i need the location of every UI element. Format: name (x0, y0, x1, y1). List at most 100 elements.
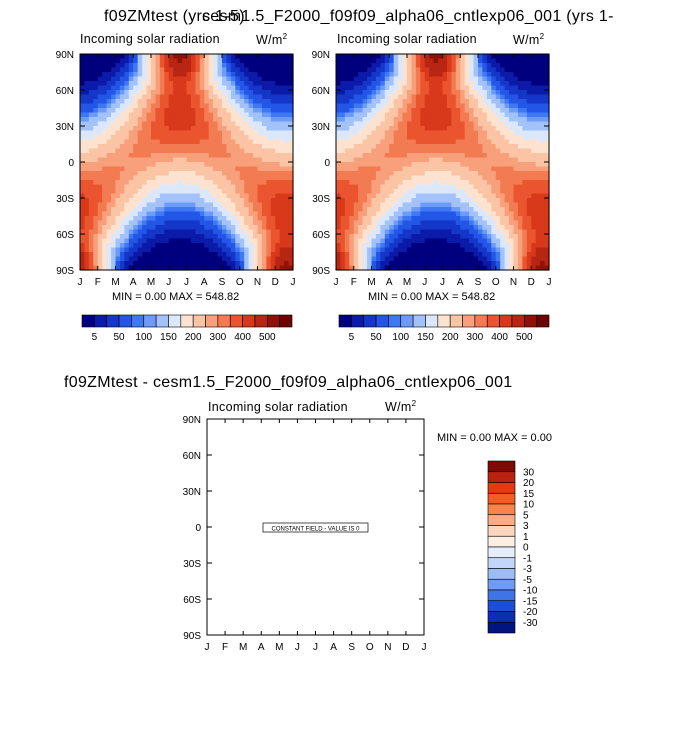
heat-cell (371, 193, 377, 199)
heat-cell (486, 243, 492, 249)
heat-cell (460, 175, 466, 181)
heat-cell (275, 126, 281, 132)
heat-cell (133, 193, 139, 199)
heat-cell (482, 225, 488, 231)
heat-cell (151, 180, 157, 186)
heat-cell (182, 211, 188, 217)
heat-cell (244, 198, 250, 204)
heat-cell (266, 216, 272, 222)
heat-cell (495, 184, 501, 190)
heat-cell (517, 81, 523, 87)
heat-cell (446, 211, 452, 217)
heat-cell (411, 220, 417, 226)
heat-cell (146, 189, 152, 195)
heat-cell (159, 72, 165, 78)
heat-cell (230, 148, 236, 154)
x-tick-label: M (111, 277, 119, 288)
heat-cell (115, 171, 121, 177)
heat-cell (222, 103, 228, 109)
heat-cell (111, 76, 117, 82)
heat-cell (270, 90, 276, 96)
heat-cell (362, 234, 368, 240)
heat-cell (362, 108, 368, 114)
heat-cell (349, 243, 355, 249)
heat-cell (288, 117, 294, 123)
heat-cell (473, 207, 479, 213)
heat-cell (451, 166, 457, 172)
heat-cell (106, 261, 112, 267)
heat-cell (526, 238, 532, 244)
heat-cell (128, 103, 134, 109)
heat-cell (275, 139, 281, 145)
heat-cell (486, 198, 492, 204)
heat-cell (195, 202, 201, 208)
heat-cell (424, 225, 430, 231)
heat-cell (513, 76, 519, 82)
heat-cell (275, 135, 281, 141)
heat-cell (367, 112, 373, 118)
heat-cell (389, 216, 395, 222)
heat-cell (415, 112, 421, 118)
heat-cell (442, 139, 448, 145)
heat-cell (151, 184, 157, 190)
heat-cell (173, 72, 179, 78)
heat-cell (540, 252, 546, 258)
colorbar-swatch (143, 314, 157, 328)
heat-cell (257, 225, 263, 231)
heat-cell (88, 76, 94, 82)
heat-cell (119, 193, 125, 199)
heat-cell (213, 261, 219, 267)
heat-cell (182, 117, 188, 123)
heat-cell (535, 90, 541, 96)
heat-cell (146, 171, 152, 177)
heat-cell (469, 207, 475, 213)
heat-cell (398, 121, 404, 127)
heat-cell (279, 229, 285, 235)
heat-cell (544, 94, 550, 100)
heat-cell (270, 157, 276, 163)
heat-cell (222, 229, 228, 235)
heat-cell (522, 76, 528, 82)
heat-cell (531, 247, 537, 253)
heat-cell (473, 238, 479, 244)
heat-cell (186, 63, 192, 69)
colorbar-swatch (192, 314, 206, 328)
heat-cell (438, 243, 444, 249)
heat-cell (415, 99, 421, 105)
heat-cell (415, 234, 421, 240)
heat-cell (226, 261, 232, 267)
heat-cell (279, 211, 285, 217)
heat-cell (540, 108, 546, 114)
heat-cell (133, 202, 139, 208)
heat-cell (415, 67, 421, 73)
heat-cell (478, 166, 484, 172)
heat-cell (164, 135, 170, 141)
heat-cell (128, 243, 134, 249)
heat-cell (195, 117, 201, 123)
heat-cell (451, 126, 457, 132)
heat-cell (204, 162, 210, 168)
heat-cell (199, 153, 205, 159)
heat-cell (362, 211, 368, 217)
heat-cell (230, 211, 236, 217)
heat-cell (535, 180, 541, 186)
heat-cell (111, 99, 117, 105)
heat-cell (248, 117, 254, 123)
heat-cell (97, 166, 103, 172)
heat-cell (517, 139, 523, 145)
heat-cell (222, 225, 228, 231)
heat-cell (106, 189, 112, 195)
heat-cell (478, 225, 484, 231)
heat-cell (362, 157, 368, 163)
heat-cell (217, 238, 223, 244)
heat-cell (226, 238, 232, 244)
heat-cell (500, 211, 506, 217)
heat-cell (473, 162, 479, 168)
heat-cell (248, 175, 254, 181)
heat-cell (248, 157, 254, 163)
heat-cell (124, 193, 130, 199)
heat-cell (195, 220, 201, 226)
heat-cell (248, 58, 254, 64)
heat-cell (111, 103, 117, 109)
